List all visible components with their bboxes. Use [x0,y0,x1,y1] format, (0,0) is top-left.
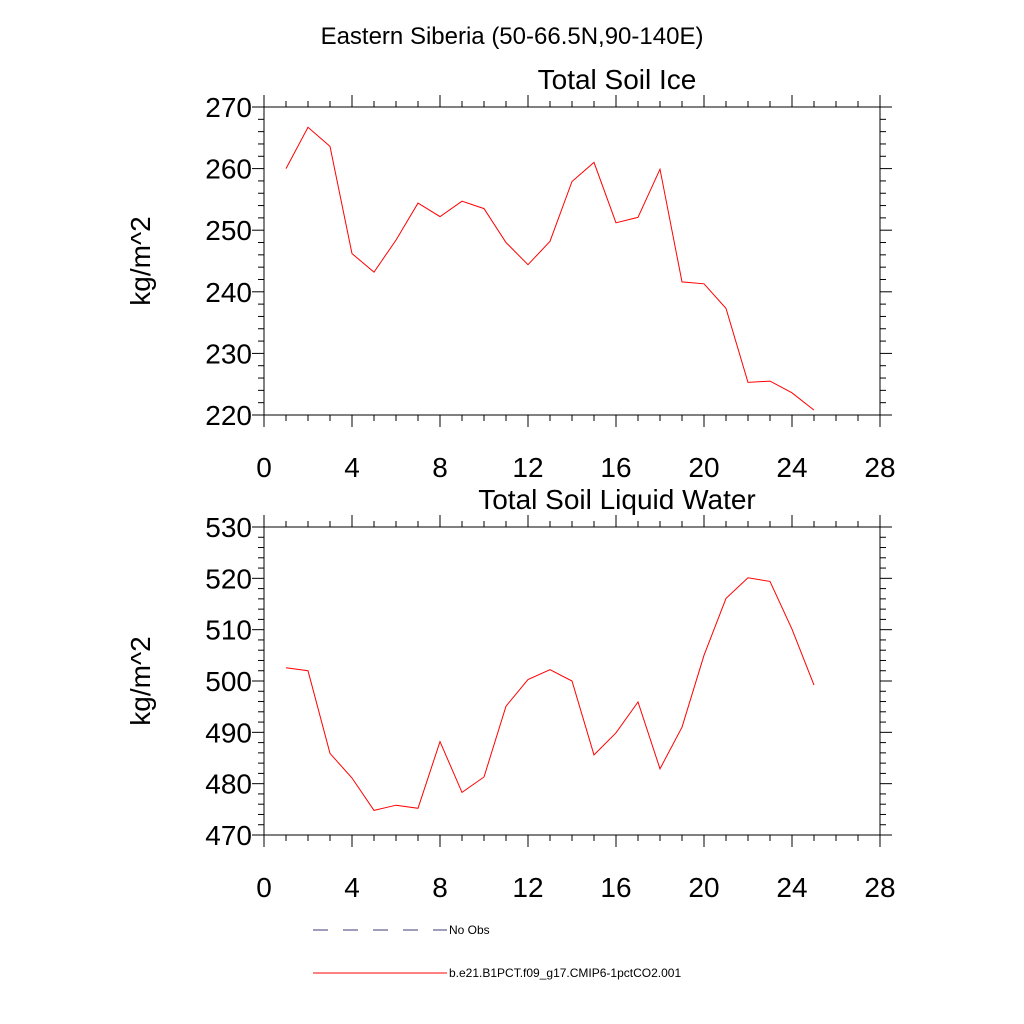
x-tick-label: 4 [344,452,360,483]
panel-soil-liquid-water: Total Soil Liquid Water kg/m^2 0 4 8 12 16 20 24… [125,484,896,903]
x-tick-label: 20 [688,452,719,483]
x-tick-label: 24 [776,452,807,483]
x-tick-label: 20 [688,872,719,903]
y-tick-label: 270 [205,92,252,123]
y-tick-label: 240 [205,277,252,308]
panel-soil-ice: Total Soil Ice kg/m^2 0 4 8 12 16 20 24 28 220 230 2… [125,64,896,483]
x-tick-label: 8 [432,452,448,483]
legend-label-no-obs: No Obs [449,923,490,937]
plot-title: Total Soil Liquid Water [478,484,756,515]
y-axis-label: kg/m^2 [125,636,156,725]
y-tick-label: 500 [205,666,252,697]
x-tick-label: 28 [864,452,895,483]
y-tick-label: 470 [205,820,252,851]
plot-frame [263,106,881,416]
x-tick-label: 4 [344,872,360,903]
y-tick-label: 220 [205,400,252,431]
x-tick-label: 0 [256,872,272,903]
x-tick-label: 12 [512,872,543,903]
x-tick-label: 0 [256,452,272,483]
legend-item-model: b.e21.B1PCT.f09_g17.CMIP6-1pctCO2.001 [313,966,681,980]
y-tick-label: 480 [205,769,252,800]
y-tick-label: 260 [205,154,252,185]
y-tick-label: 230 [205,338,252,369]
plot-title: Total Soil Ice [538,64,697,95]
y-tick-label: 510 [205,615,252,646]
y-tick-label: 530 [205,512,252,543]
series-line [285,126,815,411]
y-axis-label: kg/m^2 [125,216,156,305]
legend: No Obs b.e21.B1PCT.f09_g17.CMIP6-1pctCO2… [313,923,681,980]
legend-label-model: b.e21.B1PCT.f09_g17.CMIP6-1pctCO2.001 [449,966,681,980]
y-tick-label: 520 [205,563,252,594]
legend-item-no-obs: No Obs [313,923,490,937]
x-tick-label: 12 [512,452,543,483]
y-tick-label: 250 [205,215,252,246]
x-tick-label: 16 [600,452,631,483]
x-tick-label: 16 [600,872,631,903]
x-tick-label: 24 [776,872,807,903]
x-tick-label: 8 [432,872,448,903]
x-tick-label: 28 [864,872,895,903]
y-tick-label: 490 [205,717,252,748]
page-title: Eastern Siberia (50-66.5N,90-140E) [321,23,704,50]
series-line [285,577,815,811]
